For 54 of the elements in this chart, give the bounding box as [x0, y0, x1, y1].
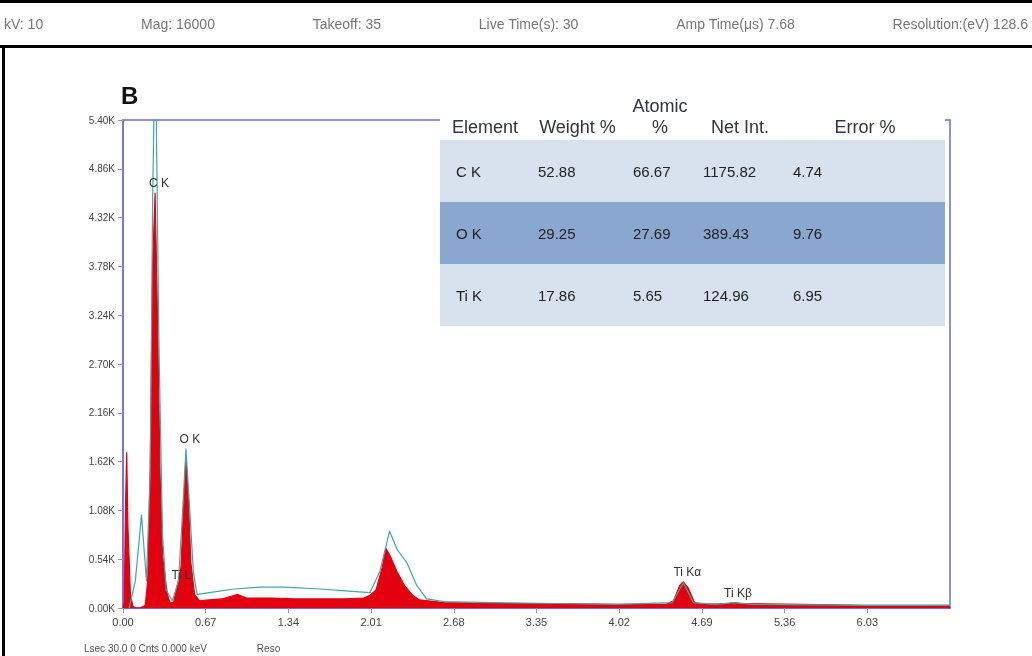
x-tick-label: 2.01 [360, 615, 382, 628]
y-tick-label: 3.78K [88, 260, 116, 272]
annotation: 52.88 [530, 140, 625, 202]
y-tick-label: 1.08K [88, 504, 116, 516]
annotation: 1175.82 [695, 140, 785, 202]
annotation: 389.43 [695, 202, 785, 264]
y-tick-label: 4.32K [88, 212, 116, 224]
text: Live Time(s): 30 [478, 16, 579, 32]
annotation: 29.25 [530, 202, 625, 264]
annotation: 66.67 [625, 140, 695, 202]
annotation: Atomic % [625, 92, 695, 140]
annotation: O K [179, 431, 201, 446]
text: Takeoff: 35 [312, 16, 381, 32]
y-tick-label: 0.54K [88, 553, 116, 565]
x-tick-label: 4.02 [608, 615, 630, 628]
text: Reso [256, 643, 281, 654]
annotation: C K [440, 140, 530, 202]
y-tick-label: 5.40K [88, 114, 116, 126]
y-tick-label: 1.62K [88, 456, 116, 468]
annotation: 27.69 [625, 202, 695, 264]
text: kV: 10 [4, 16, 44, 32]
annotation: 4.74 [785, 140, 945, 202]
x-tick-label: 1.34 [277, 615, 300, 628]
annotation: Weight % [530, 92, 625, 140]
annotation: Ti Kα [673, 564, 702, 579]
x-tick-label: 6.03 [856, 615, 879, 628]
text: Mag: 16000 [140, 16, 215, 32]
annotation: 9.76 [785, 202, 945, 264]
x-tick-label: 3.35 [525, 615, 548, 628]
annotation: 17.86 [530, 264, 625, 326]
annotation: Ti Kβ [724, 585, 752, 600]
x-tick-label: 2.68 [443, 615, 465, 628]
y-tick-label: 3.24K [88, 309, 116, 321]
text: Lsec 30.0 0 Cnts 0.000 keV [84, 643, 207, 654]
annotation: Error % [785, 92, 945, 140]
chart-title: B [121, 81, 139, 109]
text: Resolution:(eV) 128.6 [892, 16, 1028, 32]
y-tick-label: 2.70K [88, 358, 116, 370]
annotation: 124.96 [695, 264, 785, 326]
y-tick-label: 4.86K [88, 163, 116, 175]
line-series [128, 119, 951, 609]
annotation: O K [440, 202, 530, 264]
annotation: Net Int. [695, 92, 785, 140]
annotation: 5.65 [625, 264, 695, 326]
x-tick-label: 5.36 [773, 615, 796, 628]
annotation: Ti K [440, 264, 530, 326]
y-tick-label: 0.00K [88, 602, 116, 614]
annotation: 6.95 [785, 264, 945, 326]
annotation: Element [440, 92, 530, 140]
y-tick-label: 2.16K [88, 407, 116, 419]
text: Amp Time(μs) 7.68 [676, 16, 795, 32]
x-tick-label: 0.00 [112, 615, 134, 628]
x-tick-label: 0.67 [194, 615, 217, 628]
x-tick-label: 4.69 [691, 615, 713, 628]
